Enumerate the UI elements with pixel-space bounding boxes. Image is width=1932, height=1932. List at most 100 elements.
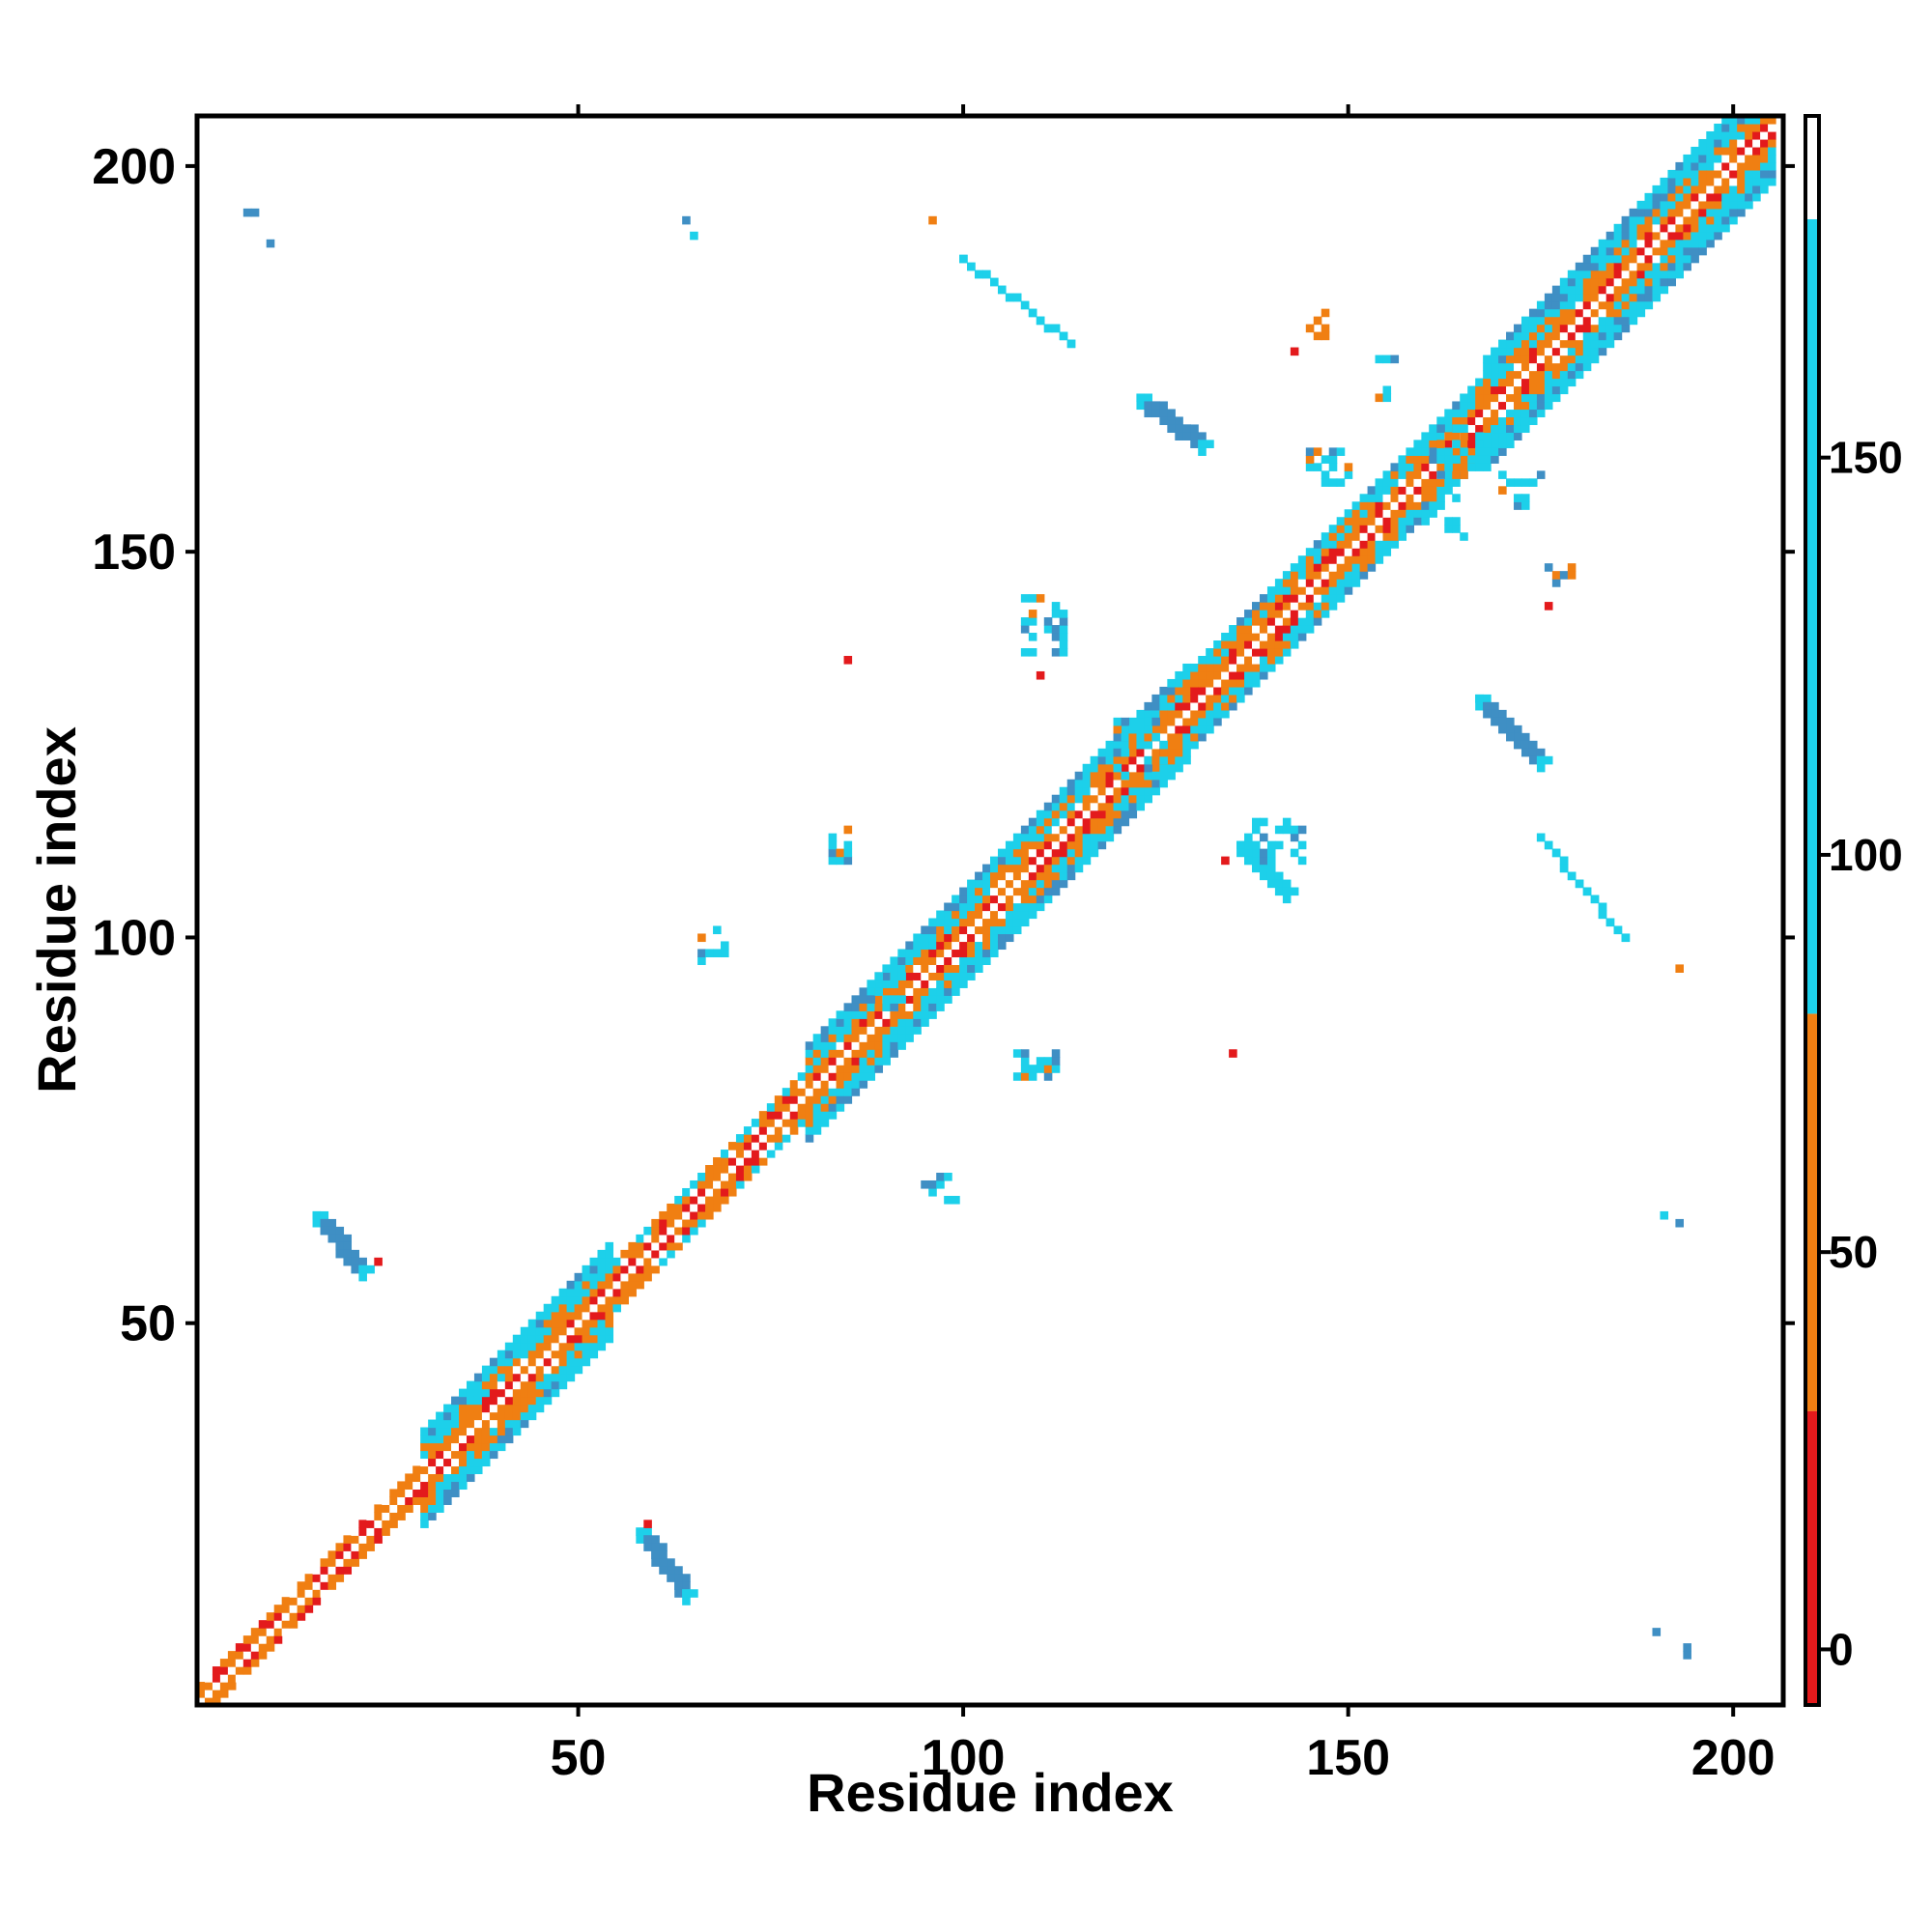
- diagonal-cell: [551, 1295, 560, 1305]
- diagonal-cell: [735, 1157, 745, 1166]
- diagonal-cell: [643, 1241, 652, 1251]
- diagonal-cell: [1290, 610, 1299, 618]
- diagonal-cell: [1444, 486, 1453, 495]
- diagonal-cell: [1644, 223, 1654, 233]
- diagonal-cell: [975, 956, 983, 965]
- diagonal-cell: [289, 1605, 298, 1613]
- diagonal-cell: [1229, 648, 1237, 657]
- contact-cell: [1059, 331, 1068, 341]
- diagonal-cell: [1244, 617, 1253, 626]
- diagonal-cell: [836, 1034, 845, 1042]
- diagonal-cell: [936, 918, 945, 927]
- diagonal-cell: [1483, 378, 1492, 387]
- contact-cell: [1321, 331, 1330, 341]
- diagonal-cell: [235, 1643, 244, 1652]
- diagonal-cell: [1074, 864, 1084, 873]
- contact-cell: [959, 254, 968, 264]
- contact-cell: [1113, 748, 1122, 757]
- diagonal-cell: [1683, 185, 1691, 194]
- diagonal-cell: [1491, 378, 1499, 387]
- diagonal-cell: [405, 1489, 413, 1497]
- diagonal-cell: [1475, 401, 1484, 411]
- diagonal-cell: [643, 1272, 652, 1282]
- diagonal-cell: [459, 1473, 468, 1483]
- diagonal-cell: [1198, 701, 1207, 711]
- diagonal-cell: [805, 1126, 814, 1135]
- diagonal-cell: [1336, 517, 1346, 526]
- diagonal-cell: [1190, 709, 1199, 719]
- diagonal-cell: [297, 1605, 306, 1613]
- diagonal-cell: [1582, 308, 1592, 318]
- diagonal-cell: [1206, 670, 1214, 680]
- diagonal-cell: [1582, 262, 1592, 271]
- contact-cell: [358, 1272, 367, 1282]
- diagonal-cell: [1028, 817, 1037, 827]
- diagonal-cell: [281, 1597, 291, 1605]
- diagonal-cell: [1328, 563, 1338, 572]
- diagonal-cell: [1259, 610, 1268, 618]
- diagonal-cell: [1644, 277, 1654, 287]
- diagonal-cell: [1520, 316, 1530, 326]
- contact-cell: [952, 1195, 960, 1205]
- diagonal-cell: [727, 1150, 737, 1158]
- diagonal-cell: [1629, 231, 1638, 241]
- diagonal-cell: [1652, 270, 1662, 279]
- diagonal-cell: [1105, 771, 1115, 781]
- diagonal-cell: [451, 1481, 460, 1491]
- diagonal-cell: [1136, 748, 1146, 757]
- diagonal-cell: [527, 1365, 537, 1375]
- diagonal-cell: [1629, 270, 1638, 279]
- diagonal-cell: [921, 949, 929, 958]
- diagonal-cell: [1036, 879, 1045, 889]
- contact-cell: [897, 995, 906, 1004]
- diagonal-cell: [1644, 231, 1654, 241]
- diagonal-cell: [1266, 625, 1276, 634]
- contact-cell: [351, 1264, 359, 1274]
- contact-cell: [1344, 470, 1353, 479]
- diagonal-cell: [1491, 424, 1499, 434]
- diagonal-cell: [436, 1427, 444, 1436]
- diagonal-cell: [1520, 339, 1530, 349]
- diagonal-cell: [1644, 293, 1654, 302]
- contact-cell: [667, 1574, 675, 1582]
- diagonal-cell: [1313, 610, 1322, 618]
- diagonal-cell: [1182, 748, 1191, 757]
- diagonal-cell: [1036, 817, 1045, 827]
- diagonal-cell: [1598, 331, 1607, 341]
- diagonal-cell: [1721, 185, 1730, 194]
- diagonal-cell: [1629, 215, 1638, 225]
- diagonal-cell: [1313, 586, 1322, 595]
- diagonal-cell: [643, 1249, 652, 1259]
- diagonal-cell: [1652, 293, 1662, 302]
- diagonal-cell: [397, 1504, 406, 1513]
- diagonal-cell: [882, 1034, 891, 1042]
- diagonal-cell: [805, 1049, 814, 1058]
- diagonal-cell: [1737, 130, 1746, 140]
- diagonal-cell: [905, 995, 914, 1004]
- contact-cell: [1244, 840, 1253, 850]
- diagonal-cell: [1244, 625, 1253, 634]
- diagonal-cell: [1274, 594, 1284, 603]
- diagonal-cell: [1167, 755, 1176, 765]
- diagonal-cell: [1768, 161, 1776, 171]
- contact-cell: [1051, 633, 1061, 641]
- diagonal-cell: [1321, 579, 1330, 587]
- diagonal-cell: [1005, 933, 1014, 943]
- diagonal-cell: [921, 1010, 929, 1019]
- diagonal-cell: [1536, 370, 1546, 380]
- diagonal-cell: [1005, 910, 1014, 920]
- diagonal-cell: [1229, 694, 1237, 703]
- diagonal-cell: [1520, 385, 1530, 395]
- contact-cell: [1059, 617, 1068, 626]
- diagonal-cell: [1636, 215, 1646, 225]
- diagonal-cell: [1182, 686, 1191, 696]
- contact-cell: [1460, 532, 1468, 541]
- diagonal-cell: [1660, 192, 1669, 202]
- contact-cell: [1544, 755, 1553, 765]
- diagonal-cell: [1667, 223, 1677, 233]
- diagonal-cell: [1390, 525, 1400, 533]
- diagonal-cell: [1297, 594, 1307, 603]
- contact-cell: [1252, 817, 1261, 827]
- diagonal-cell: [651, 1234, 660, 1243]
- contact-cell: [690, 1589, 698, 1598]
